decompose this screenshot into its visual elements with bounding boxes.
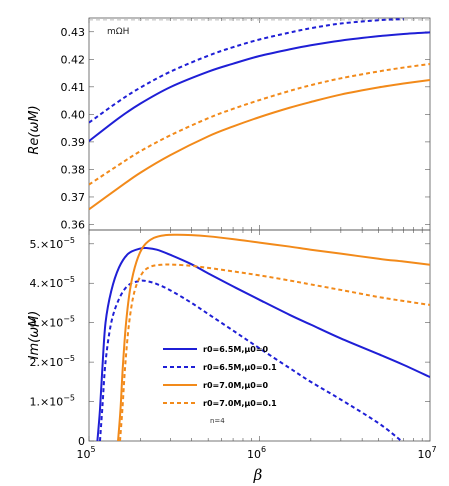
re-frame [88,17,431,231]
im-y-tick-exponent: −5 [63,275,75,284]
x-tick-exponent: 5 [90,445,95,454]
im-y-tick-label: 4.×10−5 [29,275,75,290]
re-y-tick-label: 0.42 [61,53,86,66]
re-series-line-1 [89,18,404,124]
re-series-line-0 [89,31,430,142]
im-y-tick-exponent: −5 [63,394,75,403]
re-panel: 0.36 0.37 0.38 0.39 0.40 0.41 0.42 0.43 mΩH [61,17,431,231]
x-tick-label: 106 [247,445,266,461]
im-y-tick-label: 0 [78,435,85,448]
im-y-tick-label: 1.×10−5 [29,394,75,409]
re-y-tick-label: 0.41 [61,81,86,94]
im-panel-y-label: Im(ωM) [27,311,42,360]
re-y-tick-label: 0.38 [61,163,86,176]
legend-label-2: r0=7.0M,μ0=0 [203,381,269,390]
im-y-tick-label: 5.×10−5 [29,236,75,251]
x-tick-exponent: 7 [431,445,436,454]
im-y-tick-exponent: −5 [63,315,75,324]
legend-label-3: r0=7.0M,μ0=0.1 [203,399,277,408]
x-tick-label: 107 [417,445,436,461]
legend: r0=6.5M,μ0=0 r0=6.5M,μ0=0.1 r0=7.0M,μ0=0 r0… [163,345,277,425]
im-y-tick-exponent: −5 [63,354,75,363]
re-series-line-2 [89,78,430,211]
legend-label-0: r0=6.5M,μ0=0 [203,345,269,354]
im-y-tick-exponent: −5 [63,236,75,245]
re-y-tick-label: 0.36 [61,218,86,231]
re-y-tick-label: 0.39 [61,136,86,149]
re-series-line-3 [89,62,430,186]
im-frame [88,229,431,442]
x-axis-label: β [253,466,263,484]
x-tick-exponent: 6 [261,445,266,454]
legend-note: n=4 [210,417,225,425]
re-y-tick-label: 0.43 [61,26,86,39]
re-y-tick-label: 0.37 [61,191,86,204]
re-panel-y-label: Re(ωM) [27,105,42,154]
re-y-tick-label: 0.40 [61,108,86,121]
im-series-line-1 [98,279,403,441]
im-series-line-0 [96,246,430,441]
reference-line-label: mΩH [107,27,129,37]
im-series-line-2 [117,233,430,441]
legend-label-1: r0=6.5M,μ0=0.1 [203,363,277,372]
im-series-line-3 [119,263,430,441]
x-tick-label: 105 [76,445,95,461]
